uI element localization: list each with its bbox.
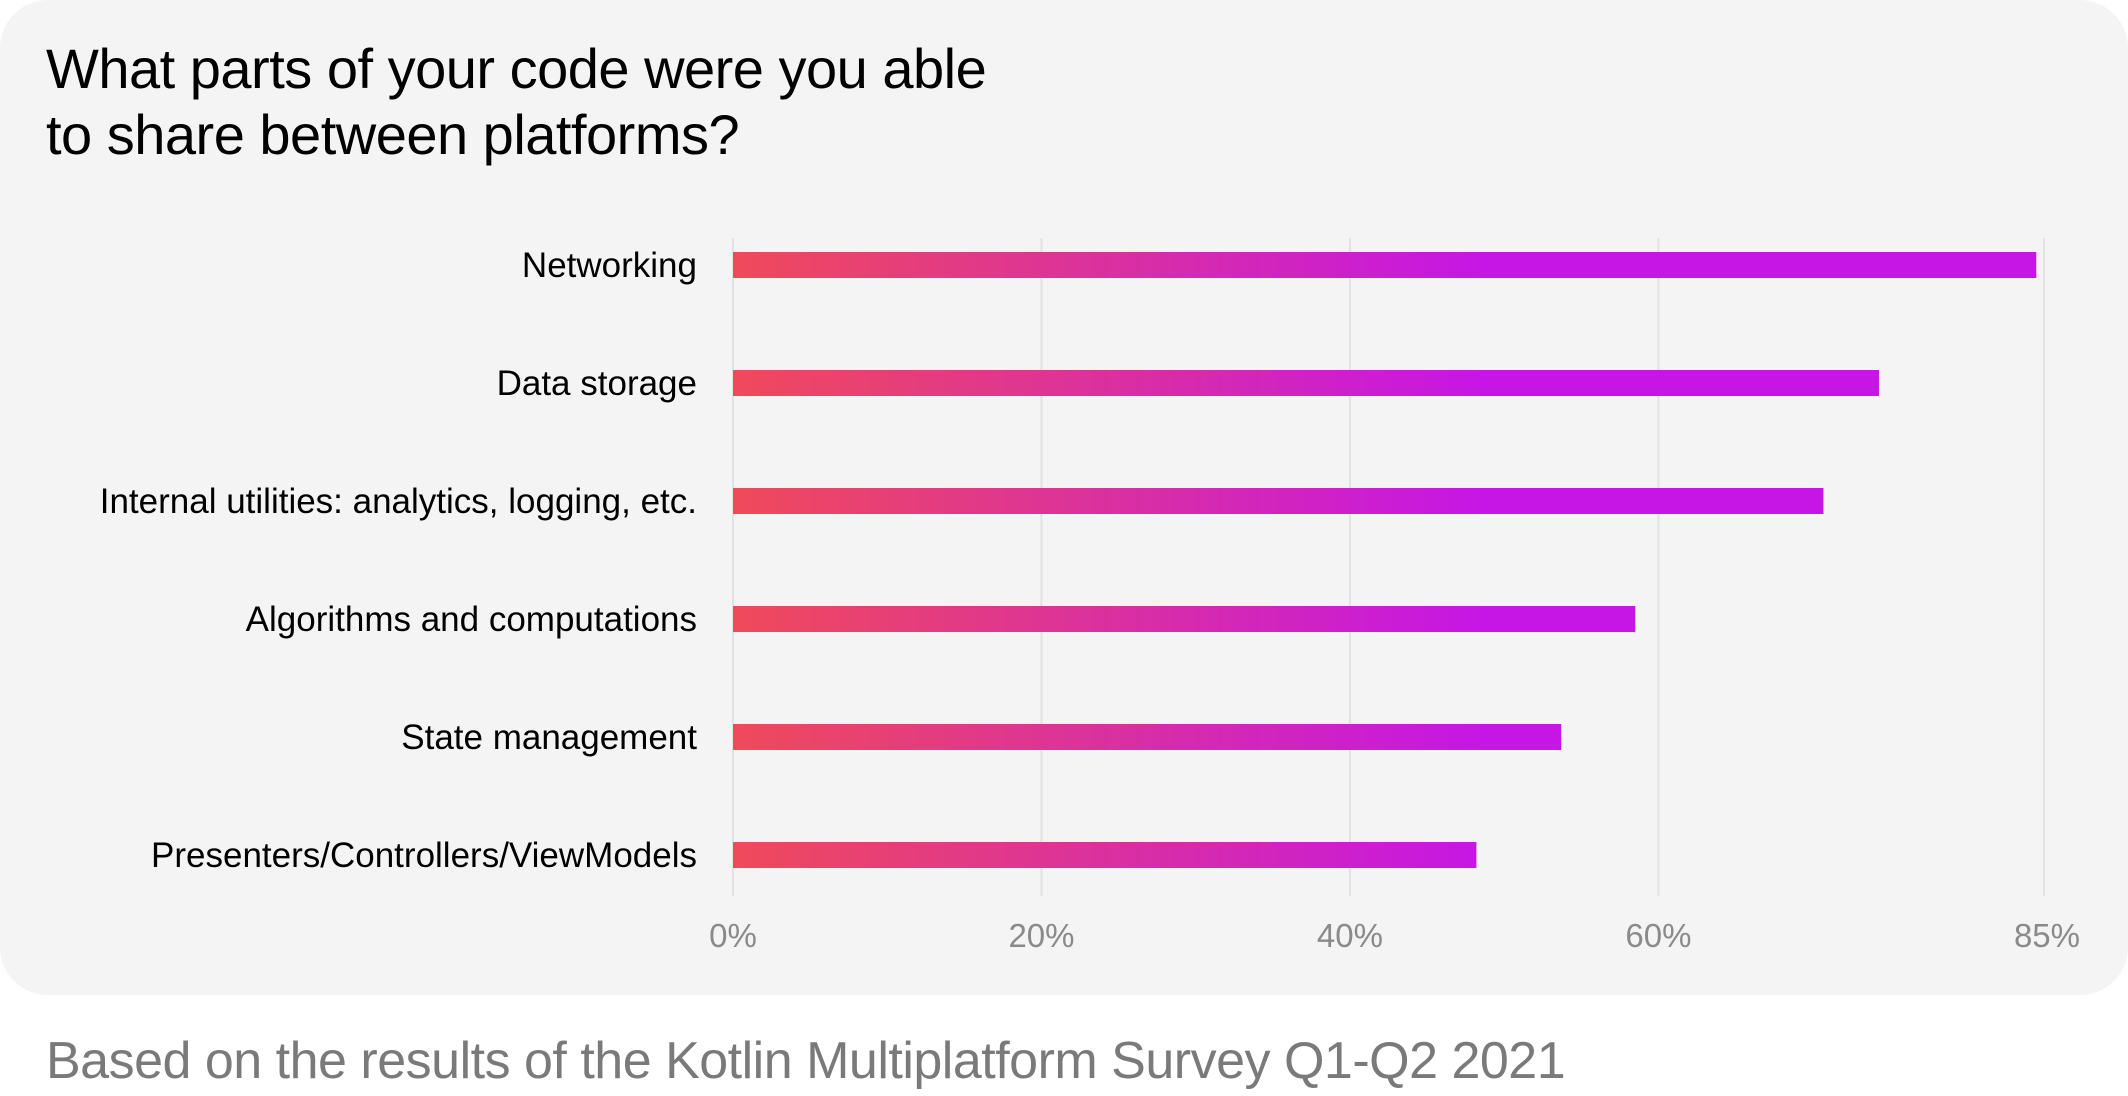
x-axis-ticks: 0% 20% 40% 60% 85%	[709, 917, 2080, 954]
bar	[733, 606, 1636, 632]
bar	[733, 488, 1824, 514]
category-label: Algorithms and computations	[246, 600, 697, 639]
grid-lines	[732, 238, 2045, 896]
category-label: Networking	[522, 246, 697, 285]
bars	[733, 252, 2037, 868]
category-label: Internal utilities: analytics, logging, …	[100, 482, 697, 521]
x-tick-label: 40%	[1317, 917, 1383, 954]
bar	[733, 370, 1879, 396]
bar	[733, 724, 1562, 750]
bar	[733, 252, 2037, 278]
x-tick-label: 85%	[2014, 917, 2080, 954]
bar	[733, 842, 1477, 868]
survey-footnote: Based on the results of the Kotlin Multi…	[46, 1032, 1566, 1090]
x-tick-label: 20%	[1008, 917, 1074, 954]
category-label: Data storage	[497, 364, 697, 403]
category-label: State management	[401, 718, 697, 757]
bar-chart: Networking Data storage Internal utilities…	[100, 238, 2080, 954]
category-label: Presenters/Controllers/ViewModels	[151, 836, 697, 875]
chart-title: What parts of your code were you able to…	[46, 37, 987, 166]
category-labels: Networking Data storage Internal utilities…	[100, 246, 698, 875]
x-tick-label: 0%	[709, 917, 757, 954]
x-tick-label: 60%	[1625, 917, 1691, 954]
